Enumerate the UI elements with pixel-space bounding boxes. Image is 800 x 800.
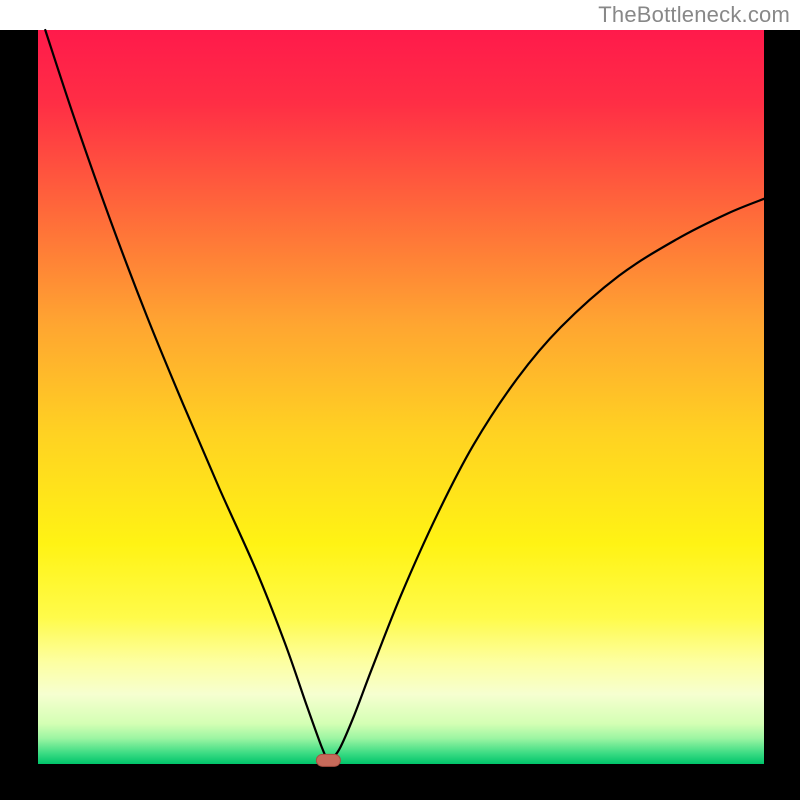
chart-svg <box>0 0 800 800</box>
watermark-text: TheBottleneck.com <box>598 2 790 28</box>
chart-stage: TheBottleneck.com <box>0 0 800 800</box>
minimum-marker <box>316 754 340 766</box>
plot-area <box>38 30 764 764</box>
